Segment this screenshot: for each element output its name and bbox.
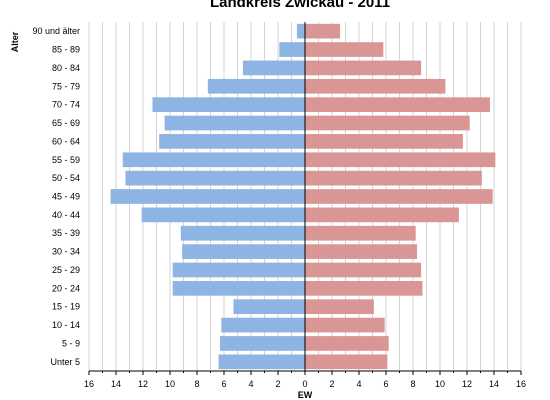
bar-right-2: [305, 60, 422, 76]
bar-right-5: [305, 115, 470, 131]
bar-left-5: [164, 115, 305, 131]
x-tick-label: 4: [248, 379, 253, 389]
x-tick-label: 8: [410, 379, 415, 389]
x-tick-label: 6: [221, 379, 226, 389]
x-tick-label: 14: [489, 379, 499, 389]
bar-left-14: [172, 280, 305, 296]
bar-right-16: [305, 317, 385, 333]
chart-title: Landkreis Zwickau - 2011: [210, 0, 390, 11]
x-tick-label: 4: [356, 379, 361, 389]
x-tick-label: 14: [111, 379, 121, 389]
bar-left-13: [172, 262, 305, 278]
bar-right-1: [305, 42, 384, 57]
bar-right-3: [305, 78, 446, 94]
bar-left-15: [233, 299, 305, 315]
x-tick-label: 16: [84, 379, 94, 389]
bar-right-4: [305, 97, 490, 113]
bar-left-12: [182, 244, 305, 259]
bar-left-10: [141, 207, 305, 223]
x-tick-label: 6: [383, 379, 388, 389]
bar-left-4: [152, 97, 305, 113]
category-label: 60 - 64: [52, 136, 80, 146]
x-tick-label: 10: [435, 379, 445, 389]
bar-right-17: [305, 336, 389, 351]
category-label: 90 und älter: [32, 26, 80, 36]
category-label: 10 - 14: [52, 320, 80, 330]
bar-right-13: [305, 262, 422, 278]
category-label: 70 - 74: [52, 100, 80, 110]
category-label: 85 - 89: [52, 45, 80, 55]
x-tick-label: 16: [516, 379, 526, 389]
bar-right-18: [305, 354, 388, 370]
bar-right-12: [305, 244, 418, 259]
category-label: 80 - 84: [52, 63, 80, 73]
bar-left-1: [279, 42, 305, 57]
x-tick-label: 10: [165, 379, 175, 389]
category-label: 55 - 59: [52, 155, 80, 165]
bar-left-11: [180, 225, 305, 241]
bar-right-6: [305, 134, 463, 149]
bar-left-2: [242, 60, 305, 76]
category-label: 15 - 19: [52, 302, 80, 312]
bar-left-0: [296, 23, 305, 39]
bar-left-6: [159, 134, 305, 149]
bar-left-18: [218, 354, 305, 370]
x-tick-label: 0: [302, 379, 307, 389]
bar-left-17: [219, 336, 305, 351]
x-tick-labels: 16 14 12 10 8 6 4 2 0 2 4 6 8 10 12 14 16: [84, 379, 526, 389]
x-tick-label: 12: [462, 379, 472, 389]
category-label: 5 - 9: [62, 338, 80, 348]
bar-right-0: [305, 23, 341, 39]
bar-left-3: [207, 78, 305, 94]
y-axis-label: Alter: [10, 31, 20, 52]
category-label: 35 - 39: [52, 228, 80, 238]
bar-left-7: [122, 152, 305, 168]
bar-right-14: [305, 280, 423, 296]
bars: [110, 23, 496, 370]
bar-right-8: [305, 170, 482, 186]
category-label: 45 - 49: [52, 192, 80, 202]
x-axis-label: EW: [298, 390, 313, 400]
bar-right-10: [305, 207, 459, 223]
category-label: 20 - 24: [52, 283, 80, 293]
bar-right-9: [305, 189, 493, 204]
bar-left-16: [221, 317, 305, 333]
x-tick-label: 2: [275, 379, 280, 389]
x-tick-label: 2: [329, 379, 334, 389]
axes: [88, 22, 522, 375]
x-tick-label: 12: [138, 379, 148, 389]
category-labels: 90 und älter 85 - 89 80 - 84 75 - 79 70 - 74…: [32, 26, 80, 367]
category-label: 30 - 34: [52, 247, 80, 257]
bar-right-15: [305, 299, 374, 315]
category-label: 50 - 54: [52, 173, 80, 183]
bar-left-8: [125, 170, 305, 186]
category-label: 75 - 79: [52, 81, 80, 91]
bar-left-9: [110, 189, 305, 204]
category-label: 40 - 44: [52, 210, 80, 220]
bar-right-11: [305, 225, 416, 241]
x-tick-label: 8: [194, 379, 199, 389]
category-label: 65 - 69: [52, 118, 80, 128]
category-label: Unter 5: [50, 357, 80, 367]
category-label: 25 - 29: [52, 265, 80, 275]
bar-right-7: [305, 152, 496, 168]
